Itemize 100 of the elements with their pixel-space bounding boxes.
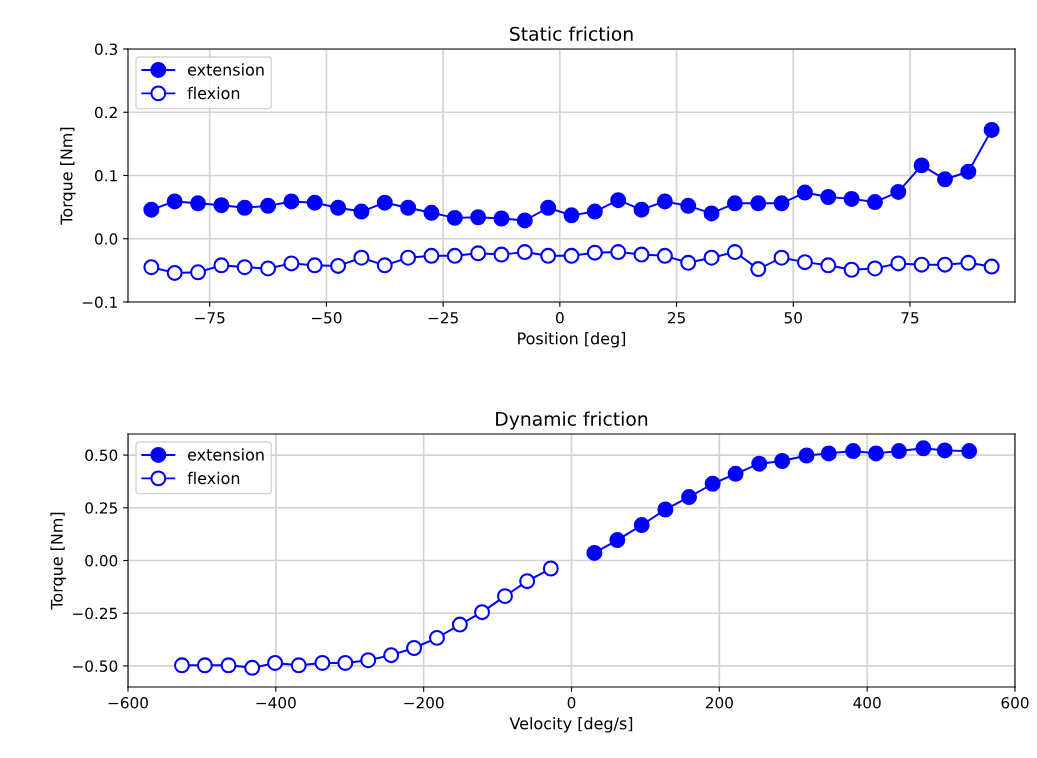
point xyxy=(496,588,513,605)
point xyxy=(330,257,347,274)
point xyxy=(773,249,790,266)
chart-title: Dynamic friction xyxy=(496,411,648,430)
point xyxy=(586,544,603,561)
point xyxy=(143,201,160,218)
point xyxy=(306,194,323,211)
x-tick-label: −50 xyxy=(311,311,342,324)
point xyxy=(563,247,580,264)
point xyxy=(866,194,883,211)
point xyxy=(843,190,860,207)
point xyxy=(726,195,743,212)
x-tick-label: 200 xyxy=(705,696,733,709)
point xyxy=(680,197,697,214)
point xyxy=(703,205,720,222)
y-axis-title: Torque [Nm] xyxy=(60,127,76,225)
point xyxy=(820,445,837,462)
x-axis-title: Position [deg] xyxy=(518,332,626,348)
y-tick-label: 0.50 xyxy=(85,449,118,462)
point xyxy=(360,652,377,669)
point xyxy=(656,247,673,264)
point xyxy=(470,245,487,262)
point xyxy=(704,475,721,492)
point xyxy=(703,249,720,266)
point xyxy=(516,212,533,229)
point xyxy=(400,249,417,266)
legend-label: flexion xyxy=(187,86,240,100)
x-tick-label: 50 xyxy=(784,311,802,324)
x-tick-label: 25 xyxy=(667,311,685,324)
point xyxy=(400,199,417,216)
point xyxy=(915,440,932,457)
point xyxy=(423,247,440,264)
x-tick-label: −400 xyxy=(256,696,296,709)
point xyxy=(868,445,885,462)
point xyxy=(845,443,862,460)
x-axis-title: Velocity [deg/s] xyxy=(509,717,633,733)
point xyxy=(820,189,837,205)
point xyxy=(633,517,650,534)
x-tick-label: 75 xyxy=(901,312,919,324)
point xyxy=(423,204,440,221)
point xyxy=(983,258,1000,275)
point xyxy=(290,657,307,674)
y-tick-label: 0.0 xyxy=(94,233,118,245)
chart-title: Static friction xyxy=(510,26,633,41)
point xyxy=(314,654,331,671)
x-tick-label: 600 xyxy=(1001,696,1029,709)
point xyxy=(213,197,230,214)
point xyxy=(540,247,557,264)
point xyxy=(143,259,160,276)
point xyxy=(236,259,253,276)
point xyxy=(519,573,536,590)
point xyxy=(843,261,860,278)
point xyxy=(213,257,230,274)
point xyxy=(173,657,190,674)
point xyxy=(890,183,907,200)
y-tick-label: 0.25 xyxy=(85,502,117,514)
point xyxy=(960,254,977,271)
point xyxy=(451,616,468,633)
point xyxy=(283,255,300,272)
legend-label: extension xyxy=(187,448,264,461)
point xyxy=(542,560,559,577)
point xyxy=(936,442,953,459)
point xyxy=(681,489,698,506)
point xyxy=(960,163,977,180)
y-axis-title: Torque [Nm] xyxy=(50,512,66,610)
point xyxy=(260,260,277,277)
y-tick-label: 0.2 xyxy=(94,106,117,119)
x-tick-label: 0 xyxy=(567,696,576,709)
point xyxy=(913,256,930,273)
point xyxy=(283,193,300,210)
point xyxy=(428,629,445,646)
point xyxy=(267,654,284,671)
point xyxy=(890,255,907,272)
point xyxy=(586,203,603,220)
x-tick-label: −600 xyxy=(108,696,148,709)
point xyxy=(773,195,790,212)
y-tick-label: 0.3 xyxy=(94,43,118,56)
point xyxy=(657,501,674,518)
point xyxy=(446,247,463,264)
point xyxy=(563,207,580,224)
y-tick-label: 0.00 xyxy=(85,554,118,567)
point xyxy=(983,121,1000,138)
point xyxy=(376,257,393,274)
point xyxy=(337,654,354,671)
point xyxy=(961,443,978,460)
point xyxy=(470,209,487,226)
point xyxy=(330,199,347,216)
point xyxy=(190,195,207,212)
point xyxy=(586,244,603,261)
point xyxy=(610,244,627,261)
point xyxy=(727,465,744,482)
point xyxy=(493,246,510,263)
point xyxy=(751,455,768,472)
point xyxy=(796,254,813,271)
point xyxy=(306,257,323,274)
point xyxy=(774,453,791,469)
point xyxy=(726,244,743,261)
y-tick-label: −0.25 xyxy=(73,607,117,620)
point xyxy=(516,244,533,261)
point xyxy=(866,260,883,277)
